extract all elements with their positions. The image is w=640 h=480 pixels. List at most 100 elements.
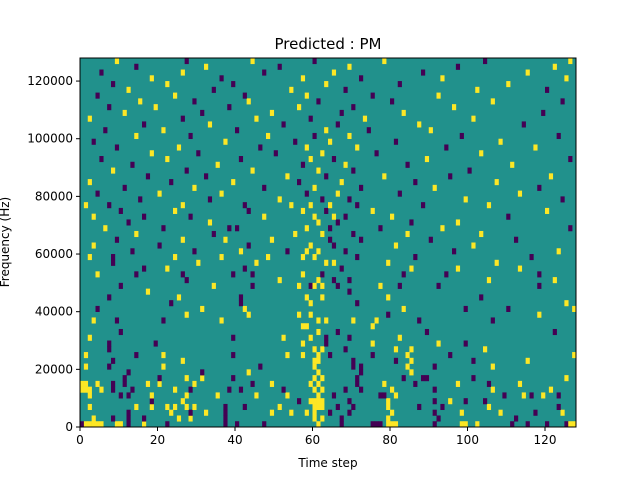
heatmap-cell	[173, 207, 178, 214]
heatmap-cell	[548, 386, 554, 393]
heatmap-cell	[405, 161, 410, 168]
heatmap-cell	[370, 323, 375, 330]
heatmap-cell	[393, 138, 399, 145]
heatmap-cell	[122, 109, 127, 116]
heatmap-cell	[428, 236, 433, 243]
heatmap-cell	[343, 213, 348, 220]
y-tick-label: 80000	[35, 189, 73, 203]
heatmap-cell	[347, 398, 352, 405]
heatmap-cell	[142, 213, 147, 220]
heatmap-cell	[331, 392, 337, 399]
heatmap-cell	[122, 380, 127, 387]
heatmap-cell	[409, 219, 414, 226]
heatmap-cell	[273, 150, 278, 157]
heatmap-cell	[308, 202, 313, 209]
x-axis-label: Time step	[297, 456, 357, 470]
heatmap-cell	[390, 98, 395, 105]
heatmap-cell	[231, 81, 236, 88]
heatmap-cell	[510, 161, 515, 168]
heatmap-cell	[142, 421, 147, 428]
heatmap-cell	[180, 115, 185, 122]
heatmap-cell	[432, 184, 437, 191]
heatmap-cell	[393, 242, 399, 249]
heatmap-cell	[126, 369, 131, 376]
heatmap-cell	[436, 92, 441, 99]
heatmap-cell	[362, 115, 368, 122]
heatmap-cell	[335, 328, 340, 336]
heatmap-cell	[138, 196, 143, 203]
heatmap-cell	[107, 202, 112, 209]
heatmap-cell	[118, 421, 123, 428]
heatmap-cell	[87, 392, 92, 399]
heatmap-cell	[91, 415, 96, 422]
heatmap-cell	[378, 225, 383, 232]
heatmap-cell	[134, 271, 139, 278]
heatmap-cell	[355, 300, 360, 307]
heatmap-cell	[281, 386, 286, 393]
heatmap-cell	[560, 196, 565, 203]
heatmap-cell	[312, 409, 317, 416]
heatmap-cell	[285, 392, 290, 399]
heatmap-cell	[324, 173, 329, 180]
heatmap-cell	[304, 225, 309, 232]
heatmap-cell	[331, 259, 337, 266]
heatmap-cell	[231, 334, 236, 341]
heatmap-cell	[374, 150, 379, 157]
heatmap-cell	[161, 317, 166, 324]
heatmap-cell	[514, 236, 519, 243]
heatmap-cell	[200, 109, 205, 116]
heatmap-cell	[339, 415, 344, 422]
heatmap-cell	[331, 156, 337, 163]
heatmap-cell	[417, 403, 422, 411]
heatmap-cell	[277, 277, 282, 284]
heatmap-cell	[145, 288, 151, 295]
heatmap-cell	[328, 352, 333, 359]
heatmap-cell	[219, 190, 224, 197]
heatmap-cell	[556, 248, 561, 255]
heatmap-cell	[316, 392, 321, 399]
heatmap-cell	[320, 346, 325, 353]
heatmap-cell	[390, 213, 395, 220]
heatmap-cell	[250, 271, 255, 278]
heatmap-cell	[297, 104, 302, 111]
heatmap-cell	[238, 156, 244, 163]
heatmap-cell	[297, 398, 302, 405]
heatmap-cell	[289, 409, 294, 416]
heatmap-cell	[250, 282, 255, 289]
heatmap-cell	[153, 340, 158, 347]
heatmap-cell	[320, 282, 325, 289]
heatmap-cell	[386, 421, 391, 428]
heatmap-cell	[304, 248, 309, 255]
heatmap-cell	[126, 392, 131, 399]
heatmap-cell	[300, 340, 306, 347]
heatmap-cell	[192, 98, 197, 105]
heatmap-cell	[498, 409, 503, 416]
heatmap-cell	[235, 127, 240, 134]
heatmap-cell	[269, 236, 275, 243]
heatmap-cell	[393, 392, 399, 399]
heatmap-cell	[300, 207, 306, 214]
heatmap-cell	[99, 421, 104, 428]
heatmap-cell	[200, 305, 205, 312]
heatmap-cell	[359, 184, 364, 191]
heatmap-cell	[134, 132, 139, 140]
heatmap-cell	[444, 271, 449, 278]
heatmap-cell	[308, 156, 313, 163]
heatmap-cell	[87, 403, 92, 411]
heatmap-cell	[130, 386, 135, 393]
heatmap-cell	[200, 375, 205, 382]
heatmap-cell	[130, 248, 135, 255]
plot-frame	[79, 57, 577, 428]
heatmap-cell	[134, 403, 139, 411]
heatmap-cell	[300, 323, 306, 330]
heatmap-cell	[421, 202, 426, 209]
heatmap-cell	[568, 421, 573, 428]
heatmap-cell	[134, 230, 139, 238]
heatmap-cell	[238, 386, 244, 393]
heatmap-cell	[378, 282, 383, 289]
heatmap-cell	[556, 403, 561, 411]
heatmap-cell	[351, 230, 356, 238]
heatmap-cell	[386, 398, 391, 405]
heatmap-cell	[316, 398, 321, 405]
heatmap-cells	[80, 58, 577, 428]
